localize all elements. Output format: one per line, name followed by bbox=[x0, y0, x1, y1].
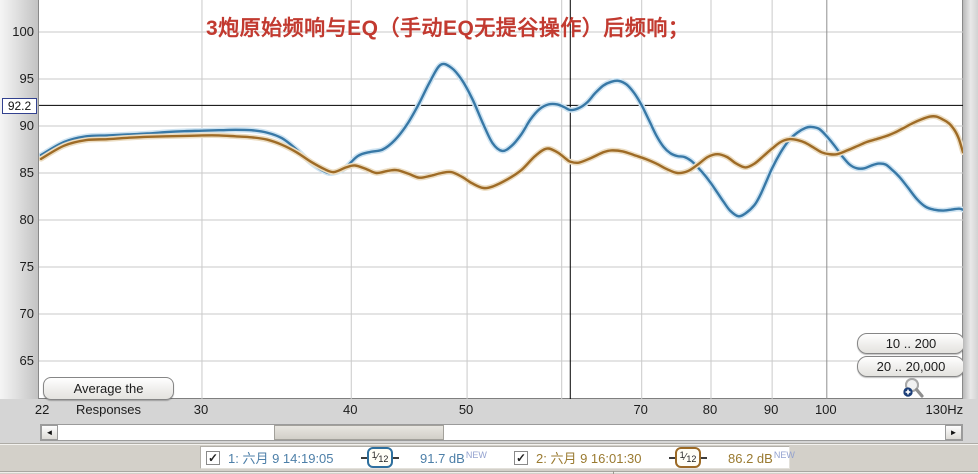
y-tick-label: 100 bbox=[12, 24, 34, 39]
range-20-20000-button[interactable]: 20 .. 20,000 bbox=[857, 356, 965, 377]
y-axis-strip: 100 95 90 85 80 75 70 65 bbox=[0, 0, 38, 399]
plot-area[interactable]: 3炮原始频响与EQ（手动EQ无提谷操作）后频响； Average the Res… bbox=[38, 0, 965, 417]
y-tick-label: 90 bbox=[19, 118, 34, 133]
trace-1-level-readout: 91.7 dBNEW bbox=[420, 449, 487, 466]
y-tick-label: 65 bbox=[19, 353, 34, 368]
trace-legend-panel: ✓ 1: 六月 9 14:19:05 1⁄12 91.7 dBNEW ✓ 2: … bbox=[200, 446, 795, 469]
dash-icon bbox=[668, 456, 675, 459]
x-tick-label: 70 bbox=[633, 402, 648, 417]
x-tick-label: 80 bbox=[702, 402, 718, 417]
trace-2-level-readout: 86.2 dBNEW bbox=[728, 449, 795, 466]
trace-1-label: 1: 六月 9 14:19:05 bbox=[228, 451, 334, 466]
chart-title: 3炮原始频响与EQ（手动EQ无提谷操作）后频响； bbox=[206, 17, 690, 40]
x-tick-label: 100 bbox=[814, 402, 837, 417]
scroll-left-button[interactable]: ◄ bbox=[41, 425, 58, 440]
frequency-response-chart bbox=[39, 0, 964, 399]
trace-2-label: 2: 六月 9 16:01:30 bbox=[536, 451, 642, 466]
x-tick-label: 130Hz bbox=[925, 402, 964, 417]
range-10-200-button[interactable]: 10 .. 200 bbox=[857, 333, 965, 354]
trace-2-curve bbox=[39, 115, 964, 190]
dash-icon bbox=[701, 456, 708, 459]
trace-1-checkbox[interactable]: ✓ bbox=[206, 450, 220, 465]
scrollbar-thumb[interactable] bbox=[274, 425, 444, 440]
y-tick-label: 85 bbox=[19, 165, 34, 180]
x-tick-label: 30 bbox=[193, 402, 209, 417]
zoom-controls bbox=[901, 377, 961, 400]
x-tick-label: 50 bbox=[458, 402, 474, 417]
trace-2-checkbox[interactable]: ✓ bbox=[514, 450, 528, 465]
new-badge: NEW bbox=[465, 449, 487, 460]
status-bar-divider bbox=[613, 471, 614, 474]
status-bar: ✓ 1: 六月 9 14:19:05 1⁄12 91.7 dBNEW ✓ 2: … bbox=[0, 443, 978, 474]
horizontal-scrollbar[interactable]: ◄ ► bbox=[40, 424, 963, 441]
zoom-in-icon[interactable] bbox=[901, 377, 925, 400]
right-margin bbox=[963, 0, 978, 399]
x-tick-label: 40 bbox=[343, 402, 358, 417]
trace-1-curve bbox=[39, 61, 964, 220]
y-tick-label: 75 bbox=[19, 259, 34, 274]
average-responses-button[interactable]: Average the Responses bbox=[43, 377, 174, 417]
x-tick-label: 90 bbox=[763, 402, 779, 417]
dash-icon bbox=[393, 456, 400, 459]
cursor-db-readout: 92.2 bbox=[2, 98, 37, 114]
dash-icon bbox=[360, 456, 367, 459]
y-tick-label: 80 bbox=[19, 212, 34, 227]
trace-2-smoothing-icon[interactable]: 1⁄12 bbox=[660, 447, 716, 468]
trace-1-curve bbox=[39, 62, 964, 218]
new-badge: NEW bbox=[773, 449, 795, 460]
x-tick-label: 22 bbox=[34, 402, 50, 417]
y-tick-label: 95 bbox=[19, 71, 34, 86]
y-tick-label: 70 bbox=[19, 306, 34, 321]
scroll-right-button[interactable]: ► bbox=[945, 425, 962, 440]
trace-1-smoothing-icon[interactable]: 1⁄12 bbox=[352, 447, 408, 468]
status-bar-groove bbox=[0, 471, 978, 473]
